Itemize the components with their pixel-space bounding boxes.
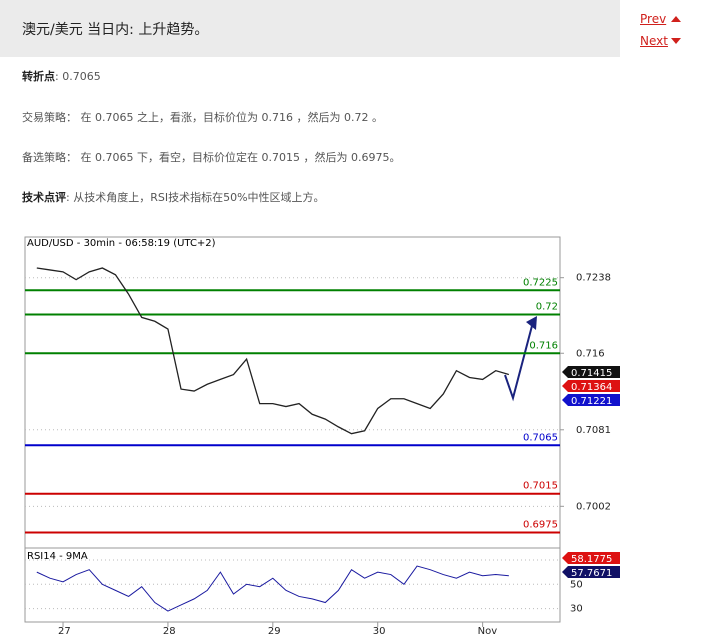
- label: 技术点评: [22, 191, 66, 204]
- header-title: 澳元/美元 当日内: 上升趋势。: [22, 22, 209, 38]
- arrow-head: [526, 316, 537, 330]
- rsi-tag-label: 58.1775: [571, 554, 612, 565]
- forecast-arrow: [504, 321, 534, 402]
- x-tick-label: 28: [163, 626, 176, 637]
- level-label: 0.7225: [523, 277, 558, 288]
- price-tag: [568, 366, 620, 378]
- label: 转折点: [22, 70, 55, 83]
- next-link[interactable]: Next: [640, 34, 668, 48]
- paragraph: 转折点: 0.7065: [22, 68, 101, 84]
- rsi-tag-label: 57.7671: [571, 568, 612, 579]
- text: 在 0.7065 之上，看涨，目标价位为 0.716 ，然后为 0.72 。: [77, 111, 383, 124]
- rsi-line: [36, 565, 509, 612]
- price-tag-label: 0.71415: [571, 368, 612, 379]
- level-label: 0.6975: [523, 519, 558, 530]
- y-tick-label: 0.7081: [576, 425, 611, 436]
- y-tick-label: 50: [570, 579, 583, 590]
- price-tag-pointer: [562, 380, 568, 392]
- price-tag: [568, 380, 620, 392]
- label: 备选策略：: [22, 151, 77, 164]
- x-tick-label: Nov: [478, 626, 498, 637]
- label: 交易策略：: [22, 111, 77, 124]
- price-tag-label: 0.71364: [571, 382, 612, 393]
- price-tag: [568, 394, 620, 406]
- prev-icon[interactable]: [671, 16, 681, 22]
- header: 澳元/美元 当日内: 上升趋势。: [0, 0, 620, 57]
- level-label: 0.7015: [523, 481, 558, 492]
- text: 在 0.7065 下，看空，目标价位定在 0.7015 ，然后为 0.6975。: [77, 151, 401, 164]
- paragraph: 技术点评: 从技术角度上，RSI技术指标在50%中性区域上方。: [22, 189, 325, 205]
- rsi-title: RSI14 - 9MA: [27, 551, 88, 562]
- text: : 0.7065: [55, 70, 101, 83]
- price-tag-label: 0.71221: [571, 396, 612, 407]
- chart-title: AUD/USD - 30min - 06:58:19 (UTC+2): [27, 238, 216, 249]
- x-tick-label: 30: [373, 626, 386, 637]
- rsi-tag-pointer: [562, 552, 568, 564]
- rsi-tag-pointer: [562, 566, 568, 578]
- y-tick-label: 30: [570, 604, 583, 615]
- x-tick-label: 27: [58, 626, 71, 637]
- level-label: 0.716: [529, 340, 558, 351]
- paragraph: 备选策略： 在 0.7065 下，看空，目标价位定在 0.7015 ，然后为 0…: [22, 149, 400, 165]
- price-tag-pointer: [562, 366, 568, 378]
- next-icon[interactable]: [671, 38, 681, 44]
- y-tick-label: 0.716: [576, 348, 605, 359]
- rsi-tag: [568, 566, 620, 578]
- prev-link[interactable]: Prev: [640, 12, 667, 26]
- y-tick-label: 0.7238: [576, 273, 611, 284]
- paragraph: 交易策略： 在 0.7065 之上，看涨，目标价位为 0.716 ，然后为 0.…: [22, 109, 383, 125]
- level-label: 0.72: [536, 302, 558, 313]
- x-tick-label: 29: [268, 626, 281, 637]
- level-label: 0.7065: [523, 432, 558, 443]
- price-line: [36, 267, 510, 435]
- text: : 从技术角度上，RSI技术指标在50%中性区域上方。: [66, 191, 325, 204]
- rsi-tag: [568, 552, 620, 564]
- y-tick-label: 0.7002: [576, 501, 611, 512]
- price-tag-pointer: [562, 394, 568, 406]
